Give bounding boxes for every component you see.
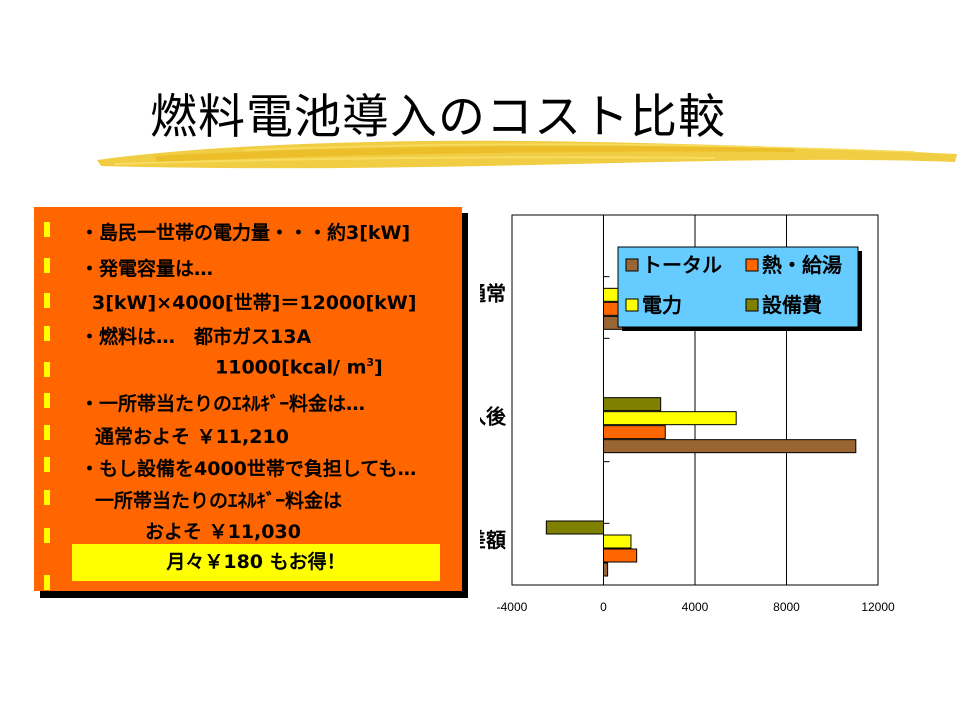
bar-2-4 [603,397,662,412]
text-line-energy-cost: ・一所帯当たりのｴﾈﾙｷﾞｰ料金は… [80,393,366,415]
category-label: 差額 [480,528,506,552]
legend-label: 電力 [642,293,682,317]
text-line-normal-cost: 通常およそ ￥11,210 [95,426,289,448]
bullet-marker [44,362,50,377]
text-line-new-cost: およそ ￥11,030 [145,521,301,543]
text-line-burden: ・もし設備を4000世帯で負担しても… [80,458,417,480]
bar-3-3 [603,534,632,549]
bullet-marker [44,528,50,543]
x-tick-label: 8000 [773,600,800,614]
legend-label: トータル [642,253,722,277]
legend-label: 設備費 [762,293,822,317]
legend-swatch [625,298,639,312]
bullet-marker [44,393,50,408]
category-label: 導入後 [480,405,507,429]
bar-2-1 [603,439,857,454]
bar-2-3 [603,411,737,426]
bar-3-4 [545,520,604,535]
text-line-capacity-calc: 3[kW]×4000[世帯]＝12000[kW] [92,292,417,314]
bar-3-1 [603,562,609,577]
x-tick-label: 4000 [682,600,709,614]
x-tick-label: 0 [600,600,607,614]
bar-2-2 [603,425,666,440]
bullet-marker [44,258,50,273]
legend-label: 熱・給湯 [762,253,842,277]
bullet-marker [44,575,50,590]
bullet-marker [44,457,50,472]
bullet-marker [44,425,50,440]
bullet-marker [44,490,50,505]
bar-3-2 [603,548,638,563]
text-line-fuel: ・燃料は… 都市ガス13A [80,326,312,348]
legend-box [617,246,859,328]
text-line-energy-cost-2: 一所帯当たりのｴﾈﾙｷﾞｰ料金は [95,490,343,512]
legend-swatch [745,298,759,312]
brush-stroke-decoration [97,140,957,169]
savings-highlight-text: 月々￥180 もお得！ [166,551,346,573]
bullet-marker [44,222,50,237]
bullet-marker [44,293,50,308]
legend-swatch [745,258,759,272]
savings-highlight-box [72,544,440,581]
legend-swatch [625,258,639,272]
category-label: 通常 [480,281,506,305]
text-panel [34,207,462,591]
text-line-capacity: ・発電容量は… [80,258,214,280]
x-tick-label: -4000 [497,600,528,614]
text-line-household-power: ・島民一世帯の電力量・・・約3[kW] [80,222,411,244]
slide-title: 燃料電池導入のコスト比較 [150,90,726,145]
x-tick-label: 12000 [861,600,895,614]
text-line-calorific: 11000[kcal/ m3] [215,356,383,379]
bullet-marker [44,326,50,341]
